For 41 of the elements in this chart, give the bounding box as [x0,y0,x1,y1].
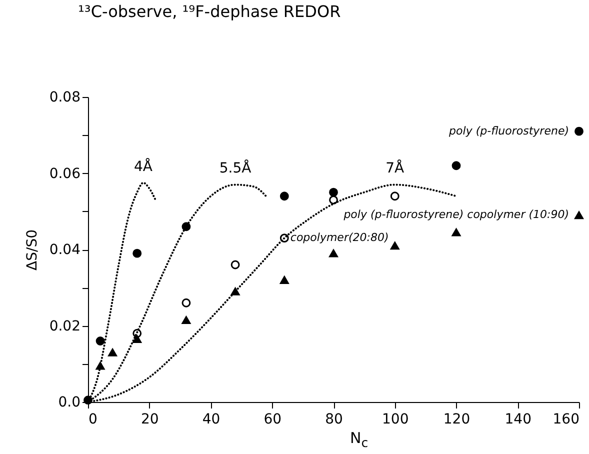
y-tick-label: 0.0 [58,394,80,410]
x-tick-label: 60 [264,412,282,428]
x-tick-label: 100 [382,412,409,428]
point [452,228,461,236]
x-tick-label: 40 [202,412,220,428]
y-tick-label: 0.08 [49,90,80,106]
series-label: poly (p-fluorostyrene) copolymer (10:90) [342,208,569,222]
x-tick-label: 80 [325,412,343,428]
chart-title: ¹³C-observe, ¹⁹F-dephase REDOR [78,2,341,21]
x-axis-title: N$_{c}$ [349,428,368,452]
point [96,336,105,346]
y-tick-label: 0.04 [49,242,81,258]
point [132,248,142,258]
x-tick-label: 140 [504,412,532,428]
y-tick-label: 0.02 [49,318,80,334]
point [329,195,338,204]
x-tick-label: 0 [88,412,98,428]
point [132,335,142,344]
point [329,249,338,258]
point [182,316,191,324]
x-tick-label: 120 [443,412,470,428]
series-label: copolymer(20:80) [290,231,389,244]
point [574,211,584,220]
point [390,192,400,201]
point [280,276,289,284]
point [390,242,400,250]
y-tick-label: 0.06 [49,166,81,182]
point [182,298,191,308]
x-tick-label: 20 [140,412,159,428]
point [108,348,118,356]
series-label: poly (p-fluorostyrene) [448,124,569,138]
y-axis-title: ΔS/S0 [24,230,40,270]
series-label: 7Å [386,160,405,177]
point [329,188,338,197]
point [574,126,584,136]
point [452,161,461,170]
point [280,192,289,201]
series-label: 5.5Å [219,160,252,177]
point [230,260,240,270]
series-label: 4Å [134,158,153,175]
x-tick-label: 160 [552,412,580,428]
